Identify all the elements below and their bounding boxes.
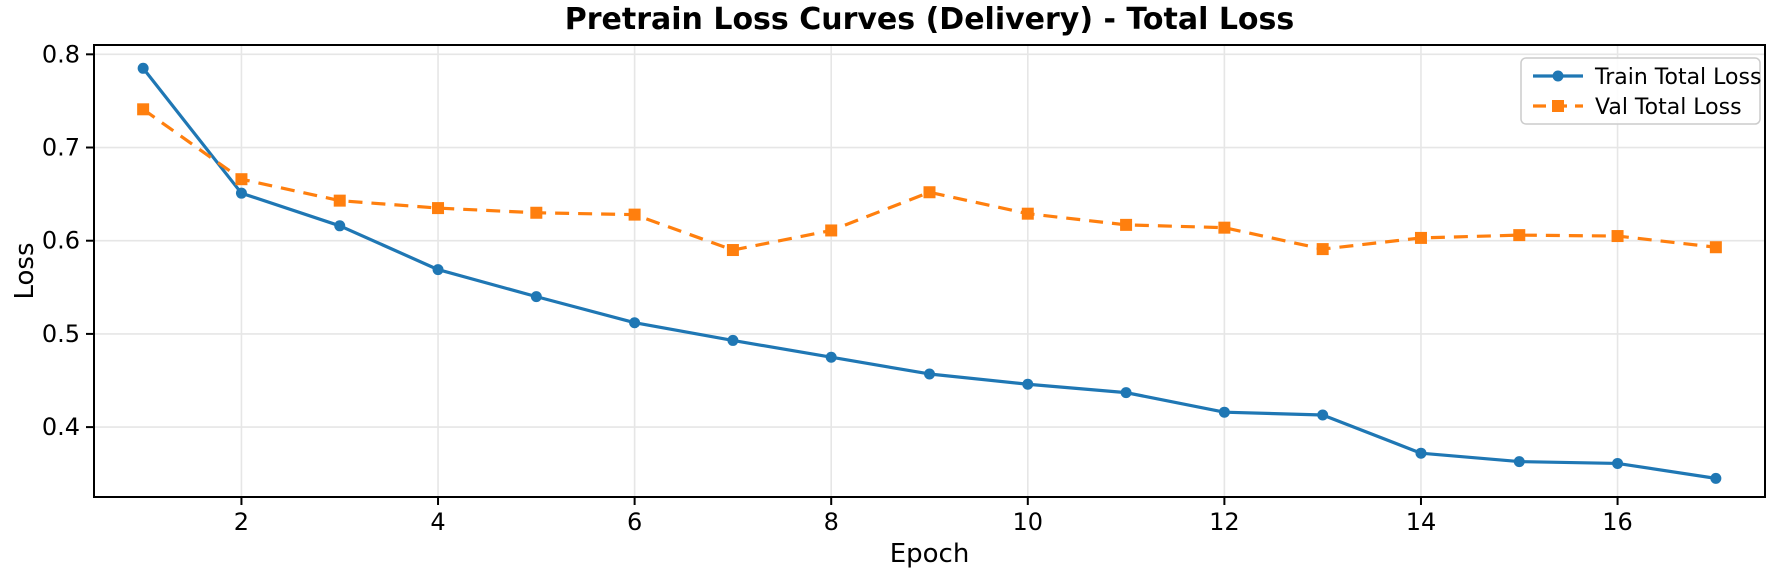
series-marker-train-total-loss xyxy=(1120,387,1132,399)
legend-item-train-total-loss: Train Total Loss xyxy=(1533,65,1761,90)
y-tick-label: 0.7 xyxy=(42,134,80,162)
series-marker-val-total-loss xyxy=(1218,221,1231,234)
legend-label: Val Total Loss xyxy=(1595,95,1742,120)
legend-item-val-total-loss: Val Total Loss xyxy=(1533,95,1742,120)
series-marker-train-total-loss xyxy=(235,187,247,199)
series-marker-train-total-loss xyxy=(432,264,444,276)
grid xyxy=(94,45,1765,497)
series-val-total-loss xyxy=(137,103,1722,257)
series-marker-train-total-loss xyxy=(1317,409,1329,421)
y-tick-label: 0.8 xyxy=(42,40,80,68)
x-tick-label: 8 xyxy=(824,508,839,536)
x-tick-label: 12 xyxy=(1209,508,1240,536)
legend-sample-circle-marker xyxy=(1552,70,1564,82)
x-tick-label: 10 xyxy=(1013,508,1044,536)
series-marker-val-total-loss xyxy=(1120,218,1133,231)
chart-title: Pretrain Loss Curves (Delivery) - Total … xyxy=(564,2,1295,37)
y-tick-label: 0.5 xyxy=(42,320,80,348)
series-marker-val-total-loss xyxy=(1513,229,1526,242)
series-marker-val-total-loss xyxy=(530,206,543,219)
series-marker-train-total-loss xyxy=(1612,457,1624,469)
series-marker-val-total-loss xyxy=(1709,241,1722,254)
legend-label: Train Total Loss xyxy=(1594,65,1761,90)
series-marker-train-total-loss xyxy=(1513,456,1525,468)
series-marker-train-total-loss xyxy=(1710,472,1722,484)
y-tick-label: 0.6 xyxy=(42,227,80,255)
series-marker-val-total-loss xyxy=(1316,243,1329,256)
legend: Train Total Loss Val Total Loss xyxy=(1520,57,1761,125)
series-marker-val-total-loss xyxy=(1611,230,1624,243)
series-line-val-total-loss xyxy=(142,108,1717,252)
series-marker-val-total-loss xyxy=(137,103,150,116)
x-tick-label: 16 xyxy=(1602,508,1633,536)
series-marker-train-total-loss xyxy=(1415,447,1427,459)
series-line-train-total-loss xyxy=(141,67,1717,480)
x-tick-label: 14 xyxy=(1406,508,1437,536)
x-axis-label: Epoch xyxy=(889,539,970,569)
x-tick-label: 6 xyxy=(627,508,642,536)
series-marker-train-total-loss xyxy=(825,351,837,363)
legend-sample-square-marker xyxy=(1552,100,1564,112)
series-marker-val-total-loss xyxy=(1021,207,1034,220)
series-marker-train-total-loss xyxy=(334,220,346,232)
series-marker-val-total-loss xyxy=(923,186,936,199)
series-marker-val-total-loss xyxy=(628,208,641,221)
series-marker-val-total-loss xyxy=(1414,231,1427,244)
series-marker-train-total-loss xyxy=(1022,378,1034,390)
series-marker-train-total-loss xyxy=(924,368,935,380)
series-marker-train-total-loss xyxy=(530,291,542,303)
series-marker-val-total-loss xyxy=(825,224,838,237)
series-train-total-loss xyxy=(137,62,1722,484)
x-tick-label: 4 xyxy=(430,508,445,536)
series-marker-val-total-loss xyxy=(432,202,445,215)
series-marker-val-total-loss xyxy=(235,173,248,186)
series-marker-train-total-loss xyxy=(727,334,739,346)
ticks: 2 4 6 8 10 12 14 16 0.4 0.5 0.6 0.7 0.8 xyxy=(42,40,1633,536)
series-marker-train-total-loss xyxy=(629,317,641,329)
axes-spines xyxy=(93,44,1766,498)
series-marker-val-total-loss xyxy=(726,244,739,257)
series-marker-train-total-loss xyxy=(137,62,149,74)
series-marker-train-total-loss xyxy=(1218,406,1230,418)
x-tick-label: 2 xyxy=(234,508,249,536)
series-marker-val-total-loss xyxy=(333,194,346,207)
y-tick-label: 0.4 xyxy=(42,413,80,441)
